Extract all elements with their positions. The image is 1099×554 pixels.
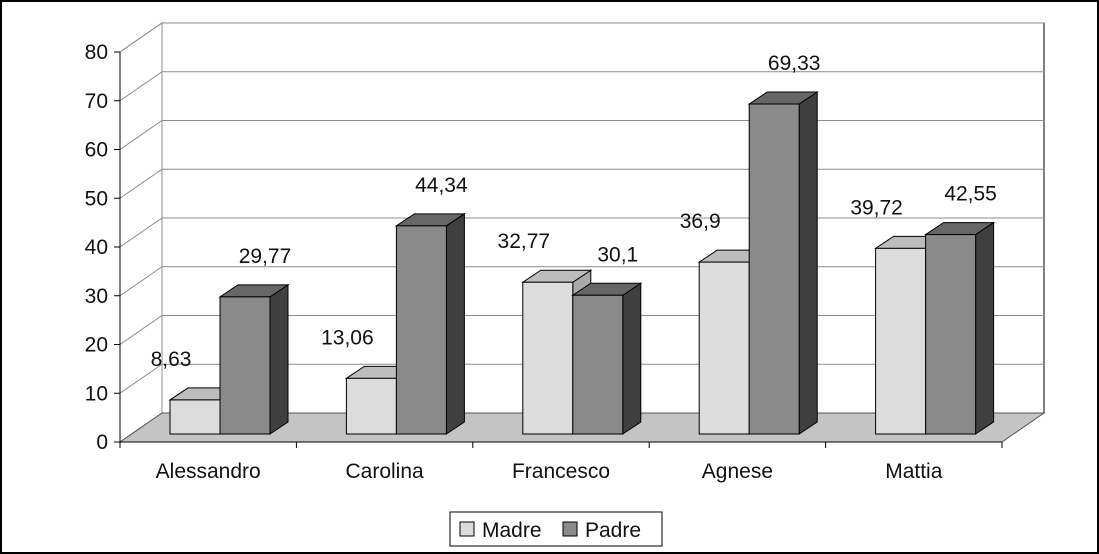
legend-box [449,511,663,547]
data-label: 69,33 [768,52,821,75]
x-axis-categories: Alessandro Carolina Francesco Agnese Mattia [119,442,1003,483]
x-category-label: Carolina [345,460,424,483]
gridline [119,71,1044,102]
legend-label-padre: Padre [585,519,641,542]
x-category-label: Francesco [512,460,610,483]
bar-side [975,221,995,435]
bar-front [345,377,397,435]
bar-padre-francesco [571,282,643,435]
bar-front [748,103,800,435]
bar-front [875,247,927,435]
bar-padre-carolina [394,212,467,435]
y-tick-label: 50 [85,187,108,210]
bar-front [219,296,271,435]
bar-padre-agnese [747,91,819,435]
y-tick-label: 30 [85,285,108,308]
bar-side [798,91,818,435]
bar-madre-mattia [873,235,946,435]
bar-padre-mattia [923,221,996,435]
bar-side [445,212,465,435]
bar-side [269,283,289,435]
legend-swatch-padre [562,521,578,537]
bar-front [572,294,624,435]
bar-front [925,234,977,435]
data-label: 39,72 [850,196,903,219]
legend-label-madre: Madre [482,519,542,542]
y-axis-ticks: 0 10 20 30 40 50 60 70 80 [85,41,1002,454]
data-label: 42,55 [944,183,997,206]
bar-front [698,261,750,435]
bar-side [622,282,642,435]
data-label: 29,77 [239,245,292,268]
y-tick-label: 0 [96,431,108,454]
y-tick-label: 40 [85,236,108,259]
y-tick-label: 20 [85,334,108,357]
x-category-label: Alessandro [156,460,261,483]
x-category-label: Mattia [885,460,943,483]
data-label: 36,9 [680,210,721,233]
data-label: 13,06 [321,326,374,349]
y-tick-label: 60 [85,139,108,162]
data-label: 30,1 [597,243,638,266]
bar-front [395,225,447,435]
data-label: 32,77 [498,230,551,253]
y-tick-label: 70 [85,90,108,113]
data-label: 44,34 [415,174,468,197]
data-label: 8,63 [151,348,192,371]
legend: Madre Padre [449,511,663,547]
bar-padre-alessandro [218,283,290,435]
y-tick-label: 80 [85,41,108,64]
x-category-label: Agnese [702,460,773,483]
bar-front [522,281,574,435]
data-labels: 8,63 29,77 13,06 44,34 32,77 30,1 36,9 69,33 39,… [151,52,997,371]
bars [168,91,996,435]
y-tick-label: 10 [85,382,108,405]
gridline [119,22,1044,53]
legend-swatch-madre [459,521,475,537]
bar-front [169,399,221,435]
